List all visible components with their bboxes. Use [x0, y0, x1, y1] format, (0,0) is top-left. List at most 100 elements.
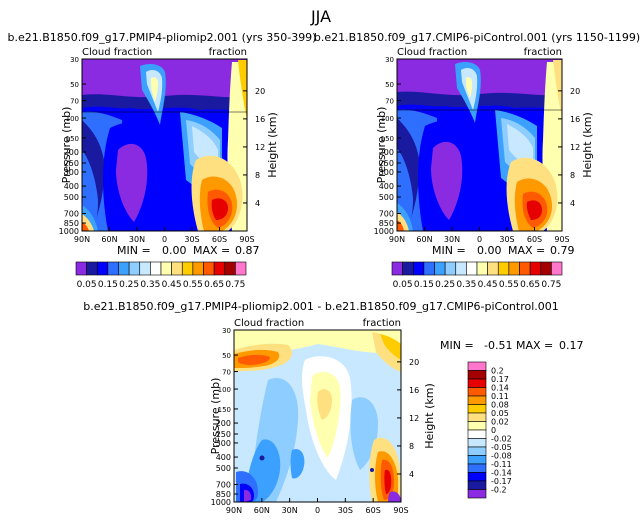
panel-b-htick-label: 12 — [570, 143, 580, 152]
panel-a-corner-right: fraction — [209, 47, 247, 58]
panel-a-colorbar-box — [203, 261, 215, 276]
panel-b-colorbar-box — [529, 261, 542, 276]
panel-a-ytick-label: 250 — [64, 159, 79, 168]
panel-b-colorbar-box — [466, 261, 478, 276]
panel-b-min-label: MIN = — [432, 244, 466, 257]
panel-c-colorbar-label: -0.02 — [491, 435, 512, 444]
panel-b-xtick-label: 30N — [444, 235, 460, 244]
panel-b-xtick-label: 90N — [389, 235, 405, 244]
panel-c-colorbar-box — [467, 421, 487, 431]
panel-c-htick-label: 20 — [409, 358, 419, 367]
panel-c-ytick-label: 850 — [216, 490, 231, 499]
panel-b-colorbar-box — [551, 261, 563, 276]
panel-a-ytick-label: 150 — [66, 135, 79, 143]
panel-c-colorbar-label: -0.05 — [491, 443, 512, 452]
panel-b-colorbar-box — [455, 261, 467, 276]
panel-a-ytick-label: 100 — [66, 115, 79, 123]
panel-a-htick-label: 4 — [255, 199, 260, 208]
panel-b-colorbar-label: 0.35 — [456, 280, 476, 290]
panel-a-xtick-label: 30N — [129, 235, 145, 244]
page-title: JJA — [310, 7, 331, 26]
panel-b: b.e21.B1850.f09_g17.CMIP6-piControl.001 … — [314, 31, 640, 290]
panel-c-ytick-label: 50 — [222, 352, 231, 360]
panel-a-colorbar-label: 0.25 — [119, 280, 139, 290]
panel-b-y2label: Height (km) — [581, 112, 594, 178]
panel-b-colorbar-label: 0.05 — [393, 280, 413, 290]
panel-c-ytick-label: 70 — [222, 369, 231, 377]
panel-a-title: b.e21.B1850.f09_g17.PMIP4-pliomip2.001 (… — [8, 31, 317, 44]
panel-a-colorbar-box — [107, 261, 119, 276]
panel-a-ytick-label: 700 — [64, 210, 79, 219]
panel-a-ylabel: Pressure (mb) — [60, 107, 73, 184]
panel-a-colorbar-box — [181, 261, 194, 276]
panel-c-colorbar-box — [467, 412, 487, 422]
panel-b-colorbar-box — [391, 261, 403, 276]
panel-a-xtick-label: 60N — [101, 235, 117, 244]
panel-c: b.e21.B1850.f09_g17.PMIP4-pliomip2.001 -… — [83, 300, 583, 515]
panel-b-xtick-label: 90S — [554, 235, 569, 244]
panel-c-ytick-label: 700 — [216, 481, 231, 490]
panel-c-colorbar-label: 0.2 — [491, 367, 504, 376]
panel-c-xtick-label: 90N — [226, 506, 242, 515]
panel-a-xtick-label: 90S — [239, 235, 254, 244]
panel-b-colorbar-box — [423, 261, 435, 276]
panel-a-colorbar-box — [139, 261, 151, 276]
panel-c-xtick-label: 60N — [254, 506, 270, 515]
panel-b-ytick-label: 70 — [385, 98, 394, 106]
panel-b-ytick-label: 1000 — [374, 227, 394, 236]
panel-b-corner-left: Cloud fraction — [397, 47, 467, 58]
panel-a-colorbar-box — [128, 261, 141, 276]
panel-c-corner-left: Cloud fraction — [234, 318, 304, 329]
panel-b-colorbar-box — [487, 261, 499, 276]
panel-b-colorbar-box — [444, 261, 457, 276]
panel-b-colorbar-box — [412, 261, 425, 276]
panel-a-ytick-label: 200 — [64, 148, 79, 157]
panel-a-colorbar-box — [150, 261, 162, 276]
panel-c-htick-label: 4 — [409, 470, 414, 479]
panel-c-xtick-label: 0 — [315, 506, 320, 515]
panel-a-field — [82, 59, 247, 231]
panel-a-htick-label: 8 — [255, 171, 260, 180]
panel-c-colorbar: 0.20.170.140.110.080.050.020-0.02-0.05-0… — [467, 361, 512, 499]
panel-c-colorbar-label: 0.02 — [491, 418, 509, 427]
panel-b-colorbar-label: 0.75 — [541, 280, 561, 290]
panel-b-max-value: 0.79 — [550, 244, 575, 257]
panel-a-colorbar-box — [160, 261, 172, 276]
panel-b-htick-label: 20 — [570, 87, 580, 96]
panel-b-htick-label: 4 — [570, 199, 575, 208]
panel-b-colorbar: 0.05 0.15 0.25 0.35 0.45 0.55 0.65 0.75 — [391, 261, 563, 290]
panel-b-colorbar-box — [402, 261, 414, 276]
panel-c-colorbar-box — [467, 446, 487, 456]
panel-a-colorbar-label: 0.75 — [225, 280, 245, 290]
panel-a-xtick-label: 0 — [162, 235, 167, 244]
panel-c-colorbar-box — [467, 404, 487, 414]
panel-c-colorbar-label: 0.08 — [491, 401, 509, 410]
panel-c-ytick-label: 200 — [216, 419, 231, 428]
panel-c-colorbar-label: 0.05 — [491, 409, 509, 418]
panel-a-colorbar-box — [213, 261, 226, 276]
panel-c-max-label: MAX = — [516, 339, 553, 352]
panel-c-colorbar-box — [467, 438, 487, 448]
panel-a-colorbar-label: 0.55 — [183, 280, 203, 290]
panel-a-htick-label: 20 — [255, 87, 265, 96]
panel-c-colorbar-box — [467, 463, 487, 473]
panel-b-xtick-label: 30S — [499, 235, 514, 244]
panel-c-colorbar-box — [467, 489, 487, 499]
panel-a-colorbar-box — [96, 261, 109, 276]
panel-a-max-label: MAX = — [193, 244, 230, 257]
panel-b-ytick-label: 850 — [379, 219, 394, 228]
panel-c-xtick-label: 90S — [393, 506, 408, 515]
panel-c-colorbar-box — [467, 472, 487, 482]
panel-c-colorbar-box — [467, 480, 487, 490]
panel-b-colorbar-label: 0.65 — [520, 280, 540, 290]
panel-a-colorbar-box — [224, 261, 236, 276]
panel-b-xtick-label: 60N — [416, 235, 432, 244]
panel-b-htick-label: 16 — [570, 115, 580, 124]
panel-c-colorbar-box — [467, 455, 487, 465]
panel-a-colorbar-label: 0.45 — [162, 280, 182, 290]
panel-a-ytick-label: 500 — [64, 193, 79, 202]
panel-a-colorbar-box — [235, 261, 247, 276]
panel-b-ytick-label: 300 — [379, 168, 394, 177]
panel-a-colorbar-box — [86, 261, 98, 276]
panel-c-ytick-label: 30 — [222, 327, 231, 335]
